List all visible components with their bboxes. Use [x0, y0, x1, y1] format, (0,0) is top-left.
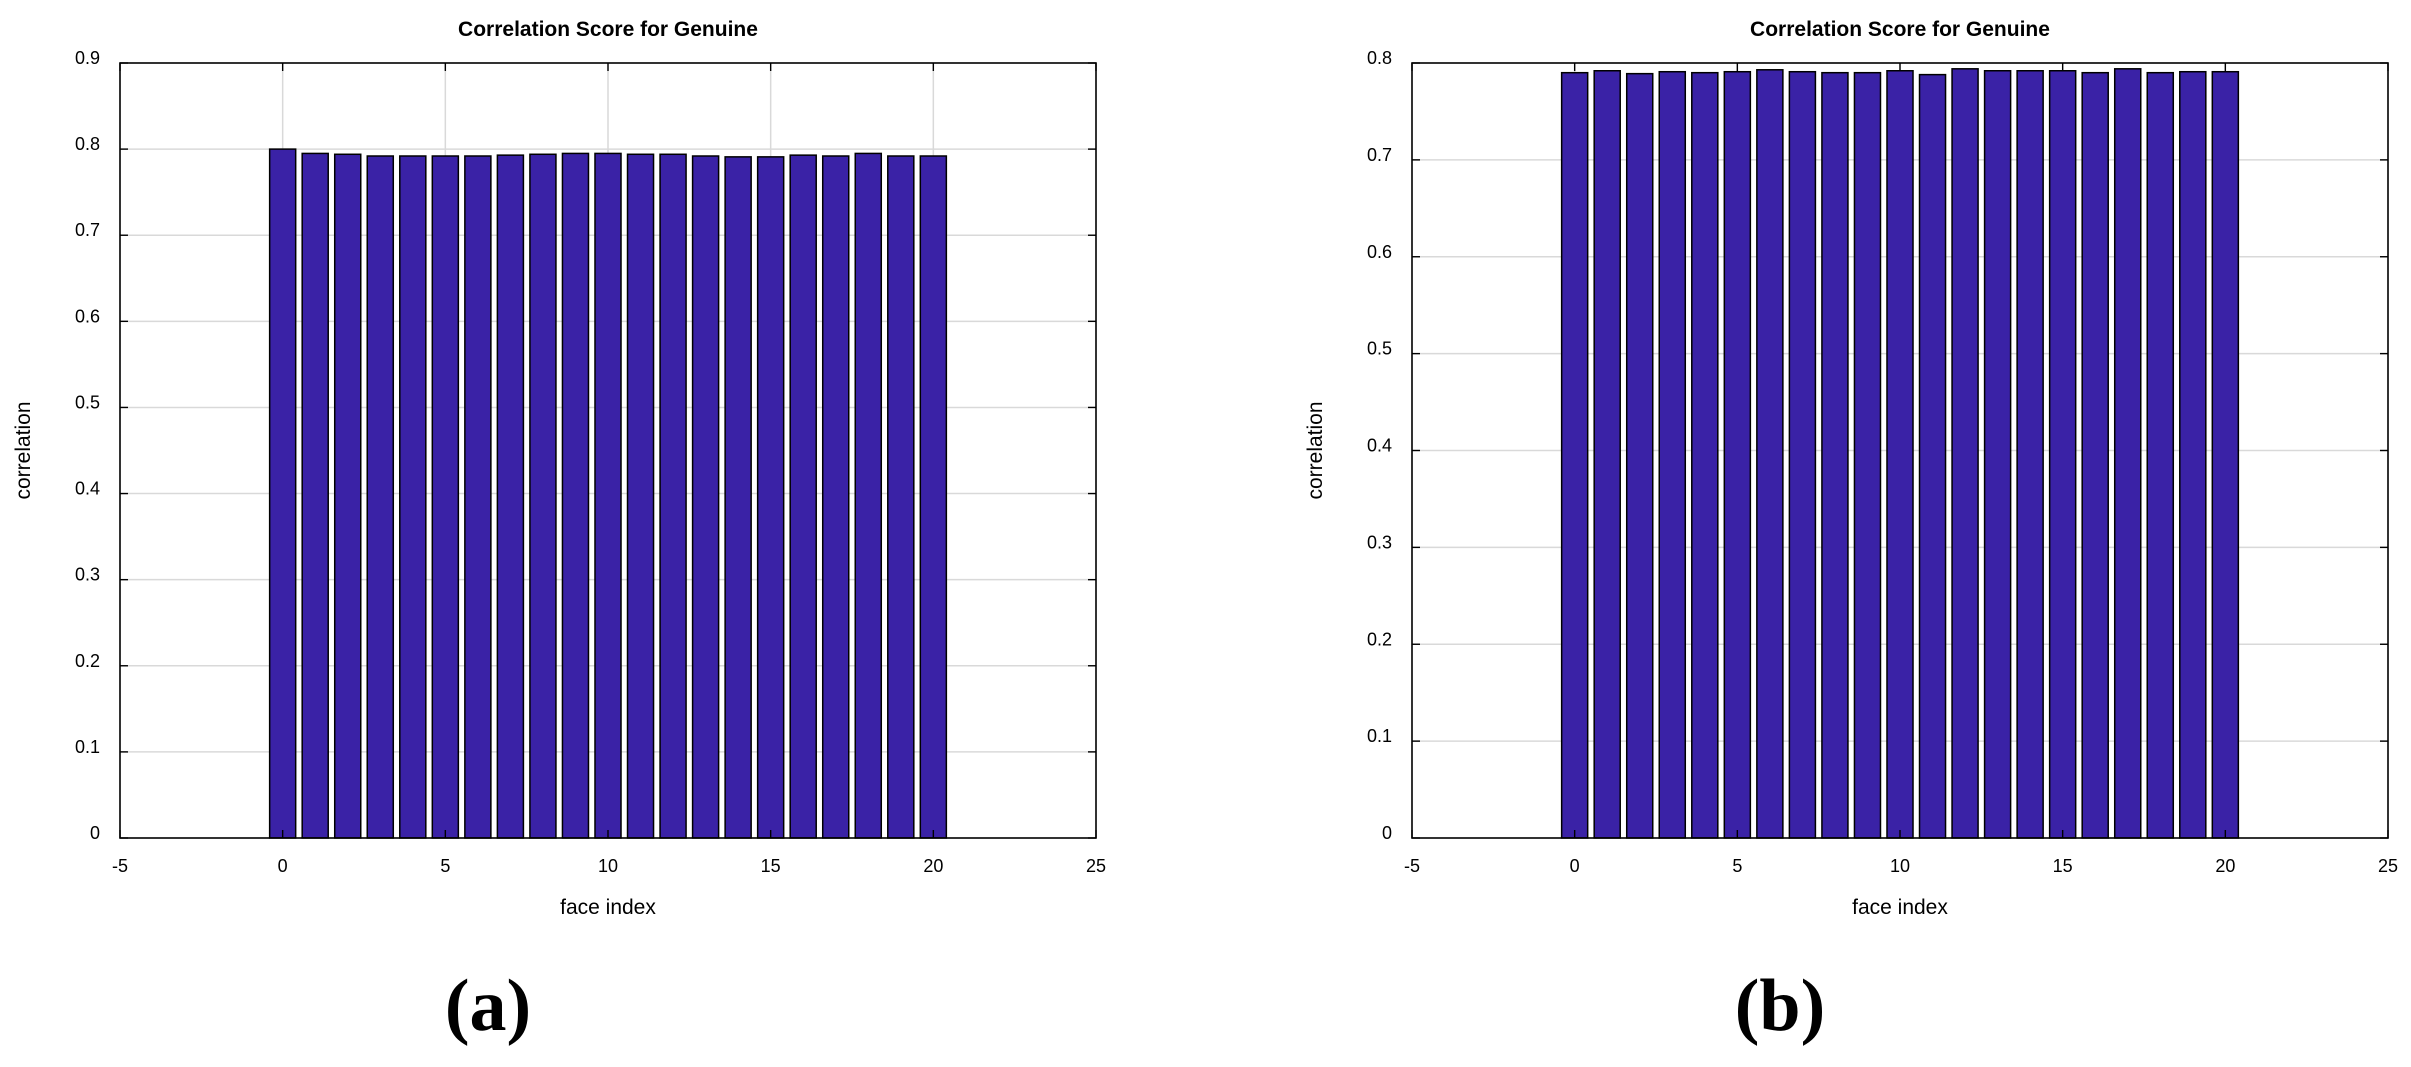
chart2-bar-4	[1691, 71, 1719, 839]
chart2-ytick-label: 0.8	[1367, 48, 1392, 68]
chart2-ticks: -5 0 5 10 15 20 25 0 0.1 0.2 0.3 0.4 0.5 0.6 0.7 0.8	[1367, 48, 2398, 876]
chart2-xtick-label: 5	[1732, 856, 1742, 876]
chart2-bar-9	[1853, 71, 1882, 839]
chart1-xlabel: face index	[560, 896, 656, 919]
chart2-bar-7	[1788, 70, 1817, 839]
chart1-bar-11	[626, 153, 655, 839]
chart2-bar-14	[2016, 70, 2044, 839]
chart2-bar-6	[1756, 69, 1784, 839]
chart2-bar-18	[2146, 71, 2175, 839]
chart1: -5 0 5 10 15 20 25 0 0.1 0.2 0.3 0.4 0.5 0.6 0.7 0.8 0.9…	[12, 18, 1106, 1047]
chart2-ytick-label: 0.5	[1367, 339, 1392, 359]
chart2-xtick-label: 15	[2053, 856, 2073, 876]
chart2-bar-10	[1886, 70, 1914, 839]
chart2-bar-1	[1593, 70, 1621, 839]
chart1-bar-15	[756, 156, 785, 839]
chart1-xtick-label: 0	[278, 856, 288, 876]
chart2: -5 0 5 10 15 20 25 0 0.1 0.2 0.3 0.4 0.5 0.6 0.7 0.8 Cor…	[1304, 18, 2398, 1047]
chart1-ytick-label: 0.8	[75, 134, 100, 154]
chart1-bar-9	[561, 152, 590, 839]
chart1-bar-19	[887, 155, 915, 839]
chart1-bar-13	[691, 155, 720, 839]
chart1-bar-17	[821, 155, 850, 839]
chart2-ytick-label: 0.7	[1367, 145, 1392, 165]
chart2-bar-13	[1983, 70, 2012, 839]
chart1-xtick-label: 25	[1086, 856, 1106, 876]
chart1-bar-14	[724, 156, 752, 839]
chart1-ytick-label: 0	[90, 823, 100, 843]
chart1-panel-label: (a)	[445, 965, 531, 1047]
chart2-ytick-label: 0.1	[1367, 726, 1392, 746]
chart2-bar-12	[1951, 68, 1979, 839]
chart1-xtick-label: 10	[598, 856, 618, 876]
chart1-ytick-label: 0.3	[75, 565, 100, 585]
chart2-xtick-label: 0	[1570, 856, 1580, 876]
chart2-bar-8	[1821, 71, 1849, 839]
chart2-title: Correlation Score for Genuine	[1750, 18, 2050, 41]
chart2-ylabel: correlation	[1304, 401, 1327, 499]
chart2-bar-15	[2048, 70, 2077, 839]
chart1-bar-0	[268, 148, 297, 839]
chart2-ytick-label: 0.3	[1367, 532, 1392, 552]
chart1-ytick-label: 0.7	[75, 220, 100, 240]
chart2-ytick-label: 0.2	[1367, 629, 1392, 649]
chart1-xtick-label: 5	[440, 856, 450, 876]
chart1-title: Correlation Score for Genuine	[458, 18, 758, 41]
chart1-bars	[268, 148, 948, 839]
chart2-xtick-label: 20	[2215, 856, 2235, 876]
chart1-ytick-label: 0.1	[75, 737, 100, 757]
chart1-ylabel: correlation	[12, 401, 35, 499]
chart1-ytick-label: 0.2	[75, 651, 100, 671]
chart1-xtick-label: 20	[923, 856, 943, 876]
chart2-ytick-label: 0.4	[1367, 436, 1392, 456]
chart2-xtick-label: 10	[1890, 856, 1910, 876]
chart2-xlabel: face index	[1852, 896, 1948, 919]
chart1-ytick-label: 0.9	[75, 48, 100, 68]
chart2-ytick-label: 0	[1382, 823, 1392, 843]
chart1-bar-10	[594, 152, 622, 839]
chart1-bar-8	[529, 153, 557, 839]
chart2-ytick-label: 0.6	[1367, 242, 1392, 262]
chart1-bar-20	[919, 155, 948, 839]
chart1-bar-18	[854, 152, 883, 839]
chart2-xtick-label: 25	[2378, 856, 2398, 876]
chart1-bar-1	[301, 152, 329, 839]
chart1-ytick-label: 0.5	[75, 392, 100, 412]
chart2-bar-11	[1918, 73, 1947, 839]
chart1-xtick-label: 15	[761, 856, 781, 876]
chart1-ticks: -5 0 5 10 15 20 25 0 0.1 0.2 0.3 0.4 0.5 0.6 0.7 0.8 0.9	[75, 48, 1106, 876]
chart2-bar-0	[1560, 71, 1589, 839]
chart1-ytick-label: 0.6	[75, 306, 100, 326]
chart1-xtick-label: -5	[112, 856, 128, 876]
chart2-bars	[1560, 68, 2240, 839]
chart1-bar-4	[399, 155, 427, 839]
chart1-bar-12	[659, 153, 687, 839]
chart2-bar-5	[1723, 70, 1752, 839]
chart2-xtick-label: -5	[1404, 856, 1420, 876]
chart2-bar-2	[1625, 72, 1654, 839]
chart2-bar-20	[2211, 70, 2240, 839]
chart1-bar-6	[464, 155, 492, 839]
chart2-bar-17	[2113, 68, 2142, 839]
chart2-bar-16	[2081, 71, 2109, 839]
chart1-ytick-label: 0.4	[75, 479, 100, 499]
chart1-bar-16	[789, 154, 817, 839]
chart1-bar-2	[333, 153, 362, 839]
chart2-bar-3	[1658, 70, 1687, 839]
chart2-bar-19	[2179, 70, 2207, 839]
chart1-bar-5	[431, 155, 460, 839]
chart1-bar-7	[496, 154, 525, 839]
chart2-panel-label: (b)	[1735, 965, 1825, 1047]
chart1-bar-3	[366, 155, 395, 839]
